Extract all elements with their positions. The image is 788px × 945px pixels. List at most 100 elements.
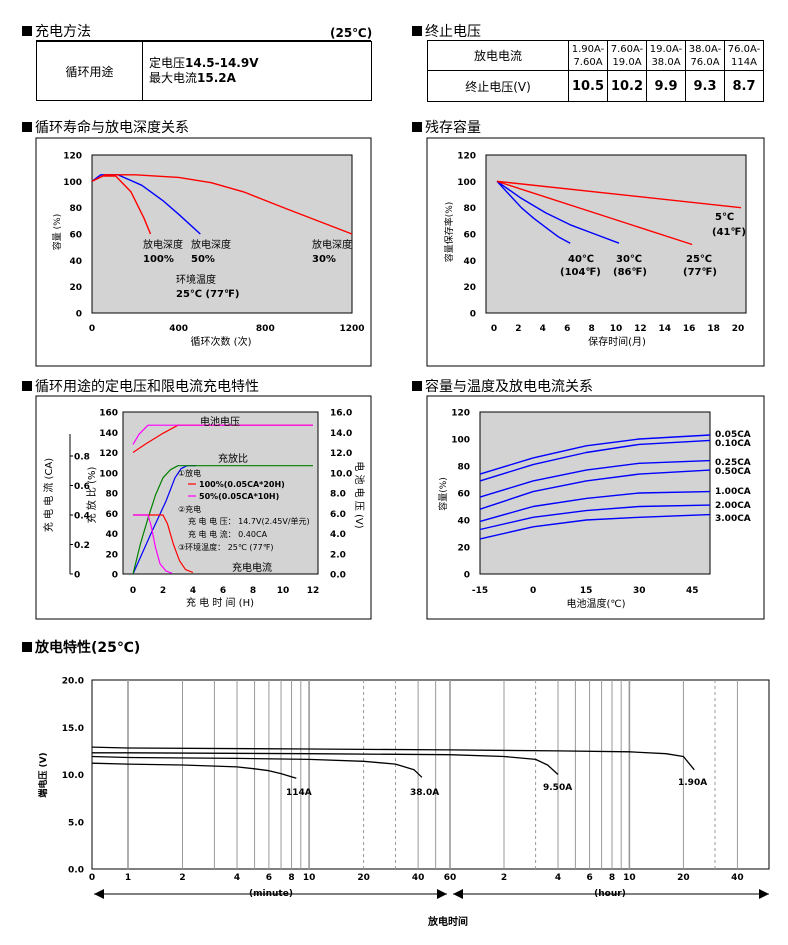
discharge-xtick-label: 40 [731, 873, 744, 883]
cap-temp-ytick-label: 80 [457, 463, 470, 473]
unit-hour: (hour) [594, 889, 626, 899]
cycle-series-line [91, 175, 152, 235]
cycle-anno-30-l2: 30% [312, 254, 336, 265]
cap-temp-series-line [479, 469, 711, 510]
cycle-ytick-label: 120 [63, 152, 82, 162]
residual-series-line [496, 180, 620, 244]
charge-xtick-label: 2 [160, 586, 166, 596]
discharge-xtick-label: 8 [288, 873, 294, 883]
current-range-cell: 38.0A- 76.0A [685, 40, 725, 71]
residual-anno-5-l1: 5℃ [715, 212, 734, 223]
end-voltage-table: 放电电流 1.90A- 7.60A 7.60A- 19.0A 19.0A- 38.0A… [427, 40, 764, 102]
voltage-ytick-label: 0.0 [330, 571, 346, 581]
ratio-ytick-label: 80 [105, 490, 118, 500]
discharge-xlabel: 放电时间 [427, 915, 468, 928]
cap-temp-ytick-label: 20 [457, 544, 470, 554]
discharge-xtick-label: 1 [125, 873, 131, 883]
discharge-current-label: 放电电流 [427, 40, 569, 71]
discharge-series-label: 114A [286, 788, 312, 798]
cap-temp-series-label: 0.10CA [715, 439, 751, 449]
cycle-xlabel: 循环次数 (次) [191, 335, 252, 348]
bullet-square-icon [412, 381, 422, 391]
cap-temp-series-label: 0.25CA [715, 458, 751, 468]
residual-xtick-label: 6 [564, 324, 570, 334]
charge-xlabel: 充 电 时 间 (H) [186, 596, 254, 609]
legend-50: 50%(0.05CA*10H) [199, 492, 279, 501]
label-charge-ratio: 充放比 [218, 452, 248, 465]
discharge-ytick-label: 0.0 [68, 866, 84, 876]
residual-series-line [496, 180, 742, 209]
unit-minute: (minute) [249, 889, 293, 899]
ratio-ytick-label: 160 [99, 409, 118, 419]
residual-xtick-label: 16 [683, 324, 696, 334]
residual-anno-25-l2: (77℉) [683, 267, 717, 278]
residual-anno-25-l1: 25℃ [686, 254, 712, 265]
discharge-ytick-label: 5.0 [68, 818, 84, 828]
cycle-xtick-label: 1200 [339, 324, 364, 334]
label-battery-voltage: 电池电压 [200, 415, 240, 428]
cycle-anno-temp-l1: 环境温度 [176, 273, 216, 286]
discharge-ytick-label: 10.0 [62, 771, 84, 781]
cap-temp-series-line [479, 490, 711, 523]
residual-anno-30-l1: 30℃ [616, 254, 642, 265]
ratio-ytick-label: 0 [112, 571, 118, 581]
discharge-xtick-label: 6 [266, 873, 272, 883]
ratio-ytick-label: 120 [99, 449, 118, 459]
discharge-xtick-label: 20 [677, 873, 690, 883]
residual-ytick-label: 0 [470, 310, 476, 320]
end-voltage-value: 9.9 [646, 70, 686, 102]
cycle-series-line [91, 174, 353, 235]
discharge-ytick-label: 20.0 [62, 677, 84, 687]
cap-temp-series-label: 3.00CA [715, 514, 751, 524]
residual-ytick-label: 60 [463, 231, 476, 241]
label-charge-title: ②充电 [178, 504, 201, 514]
cycle-anno-100-l2: 100% [143, 254, 174, 265]
current-range-cell: 19.0A- 38.0A [646, 40, 686, 71]
current-range-cell: 1.90A- 7.60A [568, 40, 608, 71]
cap-temp-xlabel: 电池温度(℃) [566, 597, 625, 610]
discharge-xtick-label: 0 [89, 873, 95, 883]
residual-series-line [496, 180, 693, 246]
residual-anno-30-l2: (86℉) [613, 267, 647, 278]
residual-ylabel: 容量保存率(%) [443, 202, 455, 263]
charge-xtick-label: 4 [190, 586, 196, 596]
cycle-series-line [91, 174, 201, 235]
current-ytick-label: 0.2 [74, 541, 90, 551]
label-ambient: ③环境温度： 25℃ (77℉) [178, 542, 273, 552]
legend-100: 100%(0.05CA*20H) [199, 480, 285, 489]
bullet-square-icon [22, 642, 32, 652]
residual-anno-40-l1: 40℃ [568, 254, 594, 265]
cap-temp-xtick-label: 30 [633, 586, 646, 596]
residual-xtick-label: 4 [540, 324, 546, 334]
end-voltage-label: 终止电压(V) [427, 70, 569, 102]
cycle-ytick-label: 20 [69, 283, 82, 293]
bullet-square-icon [412, 122, 422, 132]
cycle-ytick-label: 80 [69, 204, 82, 214]
cap-temp-series-line [479, 434, 711, 475]
ratio-ytick-label: 40 [105, 530, 118, 540]
voltage-ytick-label: 10.0 [330, 469, 352, 479]
cap-temp-ytick-label: 120 [451, 409, 470, 419]
section-charge-char: 循环用途的定电压和限电流充电特性 [22, 379, 259, 395]
cap-temp-ytick-label: 100 [451, 436, 470, 446]
current-ytick-label: 0.6 [74, 482, 90, 492]
section-charge-method: 充电方法 [22, 24, 91, 40]
discharge-xtick-label: 40 [412, 873, 425, 883]
charge-series-line [132, 465, 313, 575]
charge-method-table: 循环用途 定电压14.5-14.9V 最大电流15.2A [36, 41, 372, 101]
discharge-series-label: 38.0A [410, 788, 439, 798]
cycle-xtick-label: 800 [256, 324, 275, 334]
cycle-ytick-label: 60 [69, 231, 82, 241]
cycle-anno-30-l1: 放电深度 [312, 238, 352, 251]
charge-series-line [132, 465, 196, 575]
charge-series-line [132, 424, 313, 445]
cycle-anno-100-l1: 放电深度 [143, 238, 183, 251]
voltage-ytick-label: 8.0 [330, 490, 346, 500]
discharge-xtick-label: 60 [444, 873, 457, 883]
charge-xtick-label: 8 [250, 586, 256, 596]
end-voltage-value: 9.3 [685, 70, 725, 102]
usage-cell: 循环用途 [36, 41, 143, 101]
